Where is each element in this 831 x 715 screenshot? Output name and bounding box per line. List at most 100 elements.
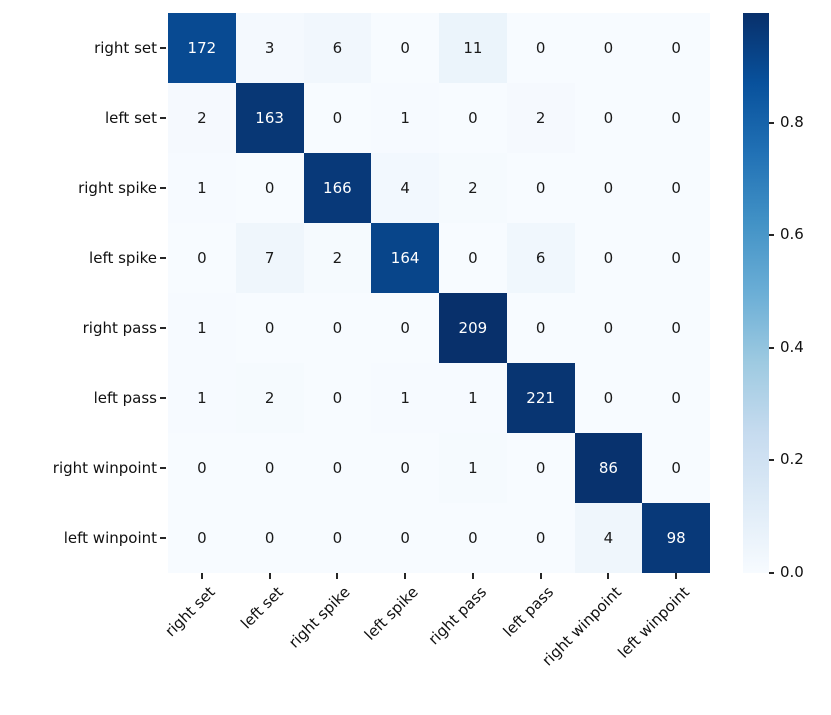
heatmap-cell: 0 bbox=[371, 503, 439, 573]
y-tick-mark bbox=[160, 397, 166, 399]
heatmap-cell: 164 bbox=[371, 223, 439, 293]
x-tick-label: left pass bbox=[499, 583, 558, 641]
y-tick-label: right pass bbox=[82, 319, 157, 337]
x-tick-mark bbox=[336, 573, 339, 579]
heatmap-cell: 4 bbox=[371, 153, 439, 223]
heatmap-cell: 0 bbox=[642, 433, 710, 503]
heatmap-cell: 209 bbox=[439, 293, 507, 363]
y-tick-label: left spike bbox=[89, 249, 157, 267]
heatmap-cell: 0 bbox=[506, 293, 575, 363]
heatmap-cell: 0 bbox=[235, 293, 304, 363]
x-tick-mark bbox=[607, 573, 610, 579]
x-tick-mark bbox=[200, 573, 203, 579]
heatmap-cell: 2 bbox=[439, 153, 507, 223]
heatmap-cell: 2 bbox=[303, 223, 372, 293]
heatmap-cell: 1 bbox=[439, 433, 507, 503]
y-tick-mark bbox=[160, 467, 166, 469]
heatmap-grid: 172 3 6 0 11 0 0 0 2 163 0 1 0 2 0 0 1 0 166 4 2 0 0 0 0 7 2 164 0 6 0… bbox=[168, 13, 710, 573]
heatmap-cell: 1 bbox=[371, 83, 439, 153]
x-tick-mark bbox=[404, 573, 407, 579]
heatmap-cell: 1 bbox=[439, 363, 507, 433]
y-tick-label: left set bbox=[105, 109, 157, 127]
y-tick-label: right spike bbox=[78, 179, 157, 197]
x-tick-label: left winpoint bbox=[614, 583, 693, 662]
heatmap-cell: 0 bbox=[168, 433, 236, 503]
colorbar-tick-mark bbox=[769, 234, 774, 237]
heatmap-cell: 0 bbox=[235, 433, 304, 503]
heatmap-cell: 0 bbox=[168, 503, 236, 573]
colorbar-tick-mark bbox=[769, 346, 774, 349]
heatmap-cell: 0 bbox=[235, 503, 304, 573]
heatmap-cell: 1 bbox=[168, 153, 236, 223]
heatmap-cell: 0 bbox=[371, 433, 439, 503]
heatmap-cell: 221 bbox=[506, 363, 575, 433]
x-tick-label: right spike bbox=[285, 583, 355, 652]
heatmap-cell: 0 bbox=[642, 293, 710, 363]
heatmap-cell: 0 bbox=[168, 223, 236, 293]
heatmap-cell: 0 bbox=[642, 153, 710, 223]
colorbar-tick-mark bbox=[769, 459, 774, 462]
heatmap-cell: 0 bbox=[642, 363, 710, 433]
y-tick-mark bbox=[160, 537, 166, 539]
heatmap-cell: 0 bbox=[574, 153, 643, 223]
heatmap-cell: 0 bbox=[574, 13, 643, 83]
heatmap-cell: 0 bbox=[439, 223, 507, 293]
heatmap-cell: 0 bbox=[574, 363, 643, 433]
x-tick-mark bbox=[268, 573, 271, 579]
heatmap-cell: 0 bbox=[303, 433, 372, 503]
heatmap-cell: 2 bbox=[168, 83, 236, 153]
heatmap-cell: 0 bbox=[303, 363, 372, 433]
heatmap-cell: 0 bbox=[506, 13, 575, 83]
heatmap-cell: 2 bbox=[506, 83, 575, 153]
colorbar bbox=[743, 13, 769, 573]
heatmap-cell: 0 bbox=[303, 503, 372, 573]
heatmap-cell: 0 bbox=[235, 153, 304, 223]
colorbar-tick-label: 0.2 bbox=[780, 450, 804, 469]
y-tick-label: left winpoint bbox=[63, 529, 157, 547]
heatmap-cell: 3 bbox=[235, 13, 304, 83]
heatmap-cell: 0 bbox=[439, 83, 507, 153]
heatmap-cell: 0 bbox=[506, 433, 575, 503]
y-tick-mark bbox=[160, 257, 166, 259]
y-tick-label: right set bbox=[94, 39, 157, 57]
heatmap-cell: 0 bbox=[574, 293, 643, 363]
colorbar-gradient bbox=[743, 13, 769, 573]
heatmap-cell: 7 bbox=[235, 223, 304, 293]
colorbar-tick-label: 0.0 bbox=[780, 563, 804, 581]
heatmap-cell: 172 bbox=[168, 13, 236, 83]
x-tick-label: right pass bbox=[424, 583, 490, 649]
heatmap-cell: 86 bbox=[574, 433, 643, 503]
heatmap-cell: 1 bbox=[168, 363, 236, 433]
heatmap-cell: 163 bbox=[235, 83, 304, 153]
x-tick-mark bbox=[675, 573, 678, 579]
heatmap-cell: 0 bbox=[642, 223, 710, 293]
heatmap-cell: 0 bbox=[371, 13, 439, 83]
heatmap-cell: 0 bbox=[642, 83, 710, 153]
heatmap-cell: 166 bbox=[303, 153, 372, 223]
colorbar-tick-label: 0.4 bbox=[780, 337, 804, 356]
y-tick-mark bbox=[160, 187, 166, 189]
x-tick-mark bbox=[539, 573, 542, 579]
heatmap-cell: 2 bbox=[235, 363, 304, 433]
colorbar-tick-mark bbox=[769, 121, 774, 124]
heatmap-cell: 4 bbox=[574, 503, 643, 573]
heatmap-cell: 6 bbox=[303, 13, 372, 83]
heatmap-cell: 0 bbox=[303, 293, 372, 363]
colorbar-tick-mark bbox=[769, 572, 774, 574]
x-tick-label: left spike bbox=[361, 583, 422, 644]
colorbar-tick-label: 0.8 bbox=[780, 112, 804, 131]
y-tick-mark bbox=[160, 47, 166, 49]
x-tick-label: right set bbox=[161, 583, 219, 641]
y-tick-label: left pass bbox=[93, 389, 157, 407]
y-tick-mark bbox=[160, 117, 166, 119]
heatmap-cell: 0 bbox=[574, 83, 643, 153]
heatmap-cell: 0 bbox=[506, 503, 575, 573]
heatmap-cell: 0 bbox=[574, 223, 643, 293]
heatmap-cell: 0 bbox=[371, 293, 439, 363]
heatmap-cell: 0 bbox=[642, 13, 710, 83]
heatmap-cell: 0 bbox=[506, 153, 575, 223]
heatmap-cell: 11 bbox=[439, 13, 507, 83]
heatmap-cell: 1 bbox=[371, 363, 439, 433]
heatmap-cell: 98 bbox=[642, 503, 710, 573]
colorbar-tick-label: 0.6 bbox=[780, 225, 804, 244]
